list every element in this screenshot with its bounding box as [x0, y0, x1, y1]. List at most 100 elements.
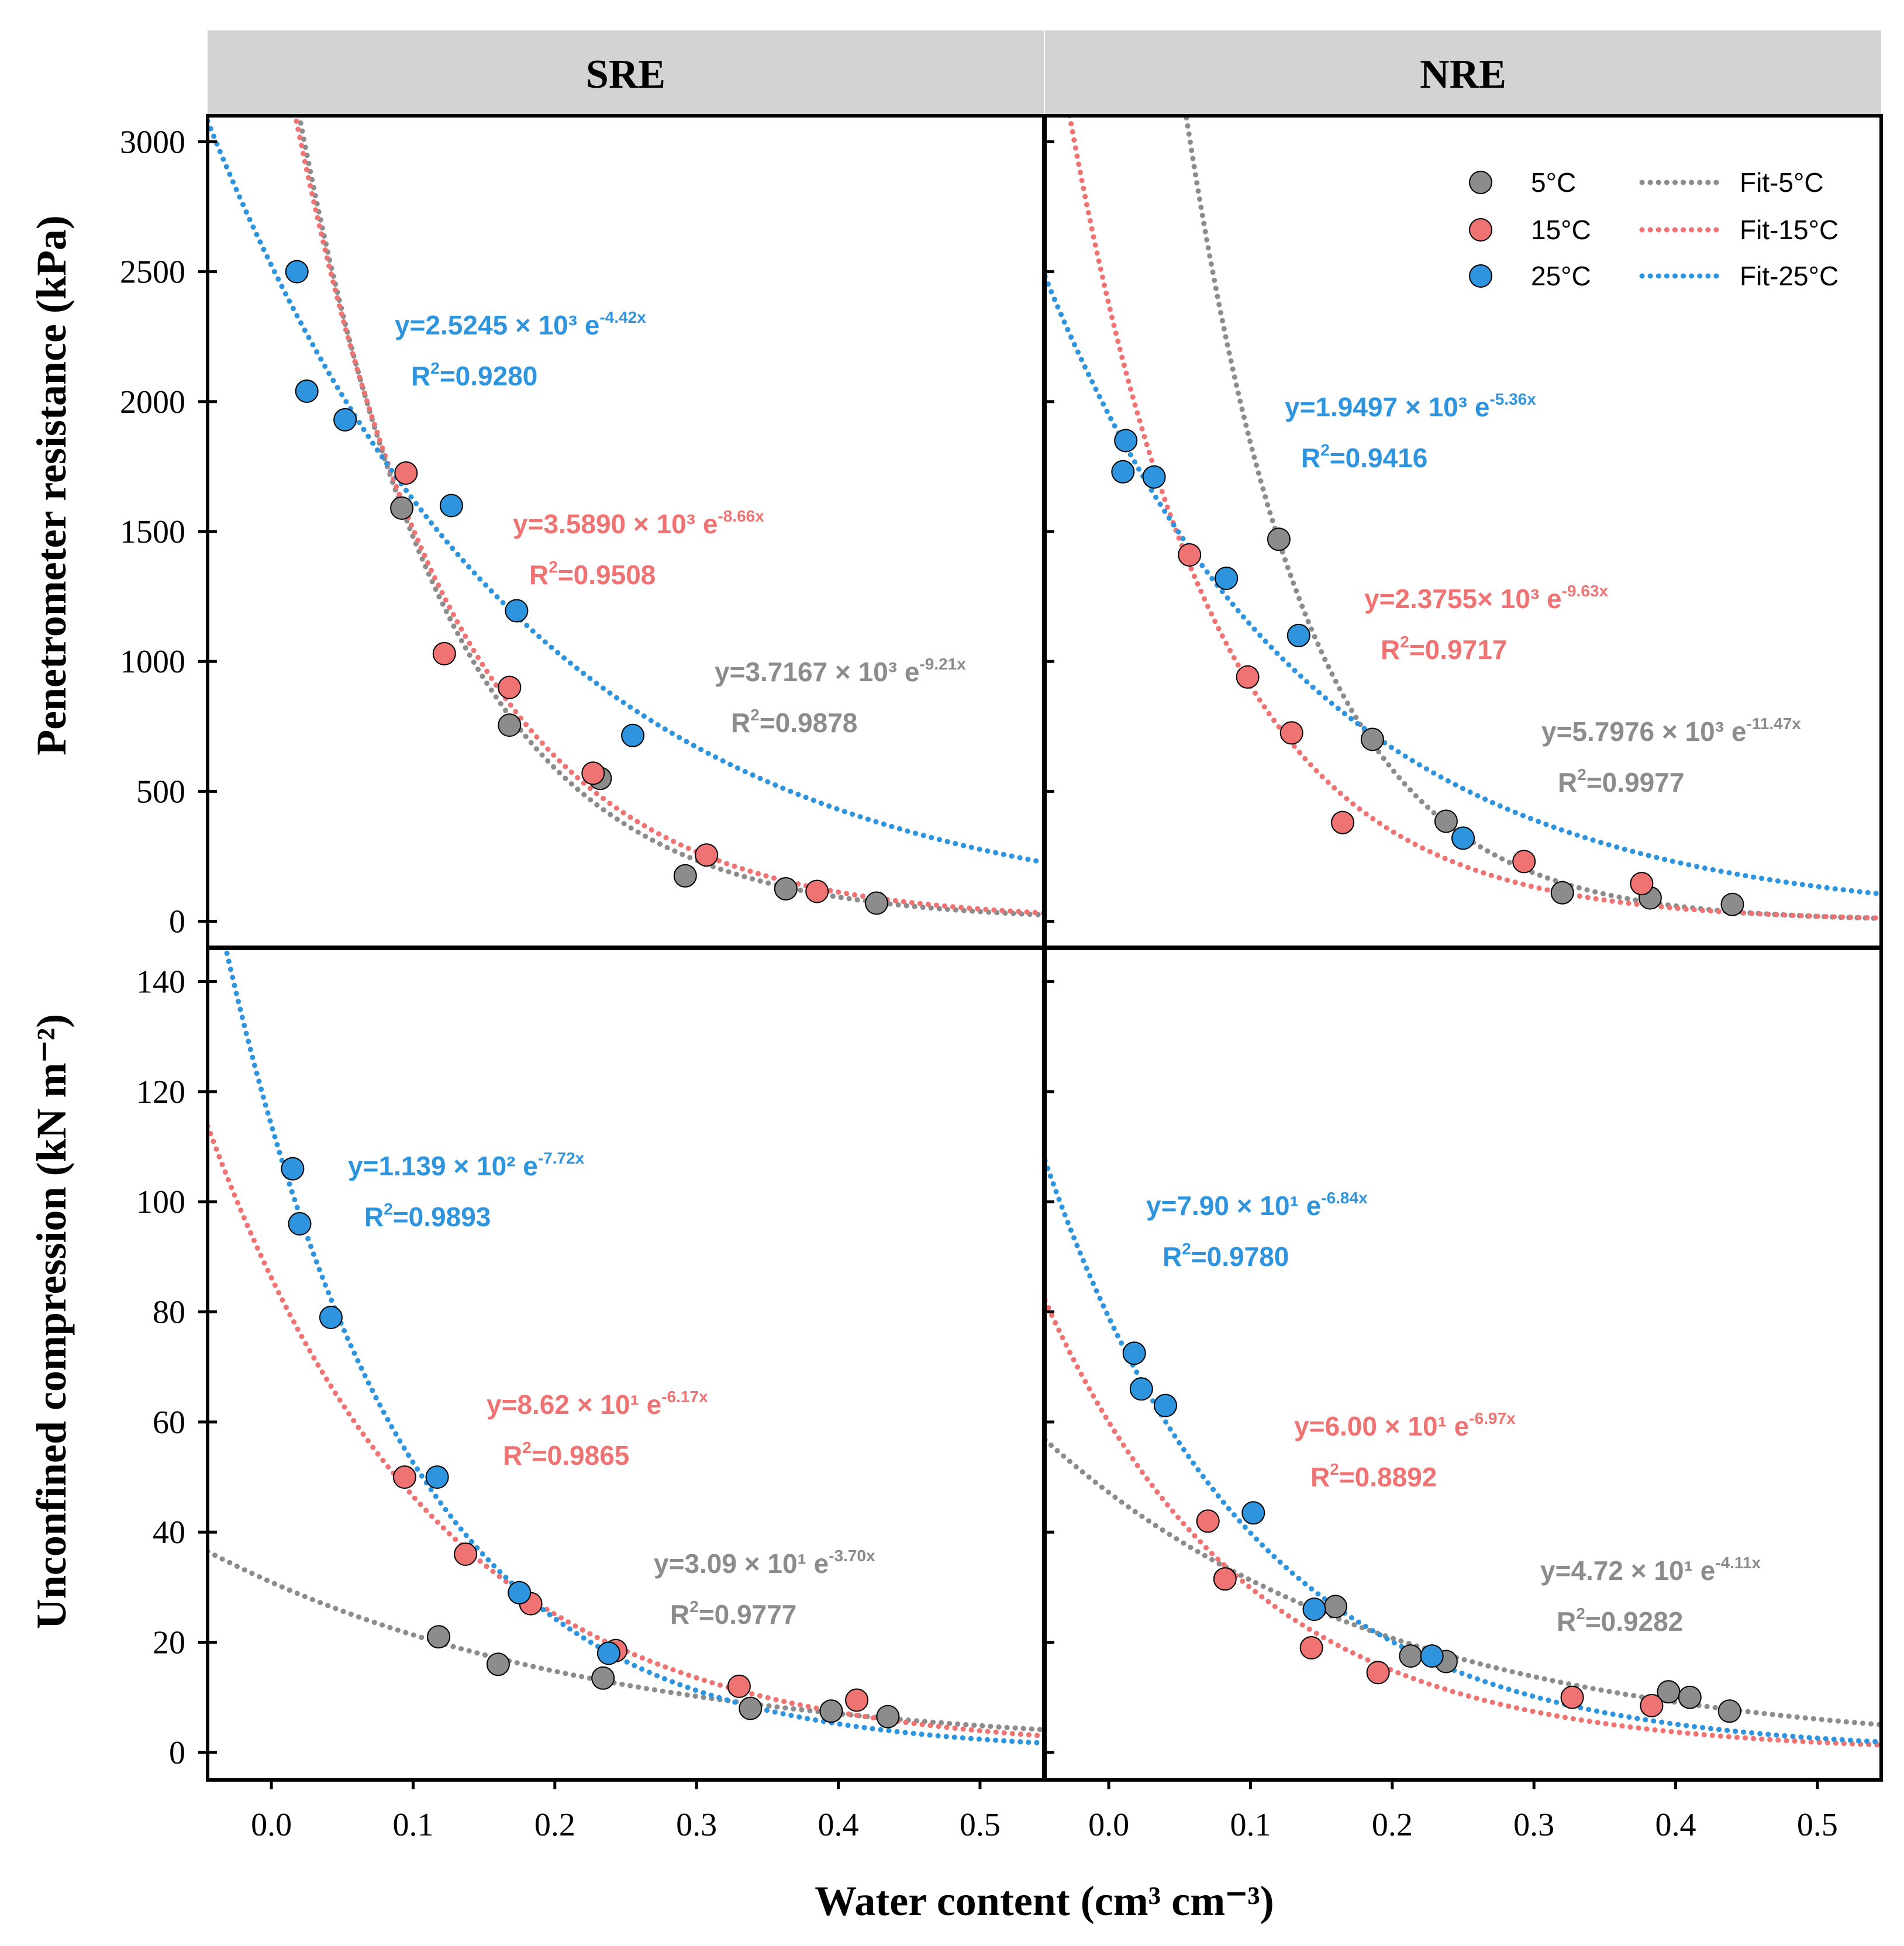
point-nre-r1-5c-0 — [1323, 1595, 1347, 1619]
point-sre-r0-25c-3 — [439, 494, 463, 517]
point-sre-r1-5c-0 — [427, 1625, 451, 1649]
point-sre-r1-15c-0 — [392, 1465, 416, 1489]
r2-nre-r0-5c: R2=0.9977 — [1558, 765, 1684, 798]
point-sre-r1-15c-4 — [727, 1674, 751, 1698]
point-nre-r0-5c-1 — [1360, 727, 1384, 751]
point-sre-r1-25c-1 — [288, 1212, 312, 1236]
r2-sre-r0-25c: R2=0.9280 — [411, 359, 537, 391]
r2-nre-r1-15c: R2=0.8892 — [1310, 1460, 1437, 1492]
x-tick-label-nre-r1-2: 0.2 — [1372, 1807, 1413, 1843]
x-tick-label-sre-r1-2: 0.2 — [534, 1807, 575, 1843]
r2-sre-r0-15c: R2=0.9508 — [529, 558, 656, 590]
fit-curve-nre-r1-25c — [1045, 1158, 1881, 1745]
r2-nre-r1-5c: R2=0.9282 — [1557, 1605, 1683, 1637]
y-tick-label-sre-r1-3: 60 — [153, 1405, 185, 1441]
point-nre-r0-5c-3 — [1550, 881, 1574, 905]
point-sre-r0-15c-3 — [581, 761, 605, 785]
point-nre-r1-15c-1 — [1213, 1567, 1237, 1591]
y-axis-title-top: Penetrometer resistance (kPa) — [28, 215, 75, 755]
point-sre-r0-15c-2 — [498, 675, 522, 699]
x-axis-title: Water content (cm³ cm⁻³) — [815, 1878, 1274, 1924]
x-tick-label-sre-r1-5: 0.5 — [960, 1807, 1001, 1843]
equation-sre-r1-25c: y=1.139 × 10² e-7.72x — [348, 1149, 585, 1181]
x-tick-label-nre-r1-0: 0.0 — [1088, 1807, 1129, 1843]
x-tick-label-nre-r1-1: 0.1 — [1230, 1807, 1271, 1843]
equation-nre-r1-15c: y=6.00 × 10¹ e-6.97x — [1294, 1409, 1516, 1441]
y-tick-label-sre-r1-4: 80 — [153, 1295, 185, 1331]
point-sre-r1-25c-0 — [281, 1157, 305, 1181]
point-nre-r0-5c-2 — [1434, 809, 1458, 833]
fit-curve-nre-r0-5c — [1183, 116, 1881, 922]
equation-sre-r1-15c: y=8.62 × 10¹ e-6.17x — [487, 1388, 708, 1420]
point-nre-r1-5c-5 — [1717, 1699, 1741, 1723]
point-nre-r1-25c-3 — [1241, 1501, 1265, 1525]
point-sre-r0-15c-0 — [394, 461, 418, 485]
point-nre-r0-25c-1 — [1111, 460, 1135, 484]
x-tick-label-sre-r1-1: 0.1 — [392, 1807, 433, 1843]
y-tick-label-sre-r0-1: 500 — [136, 774, 185, 810]
legend-marker-15c — [1469, 218, 1492, 241]
point-sre-r1-5c-1 — [486, 1652, 510, 1676]
x-tick-label-nre-r1-5: 0.5 — [1797, 1807, 1838, 1843]
r2-nre-r0-15c: R2=0.9717 — [1381, 633, 1507, 665]
point-sre-r0-25c-5 — [621, 723, 645, 747]
point-nre-r0-25c-4 — [1286, 623, 1310, 647]
fit-curve-nre-r1-5c — [1045, 1437, 1881, 1728]
strip-sre-background — [208, 30, 1044, 115]
point-sre-r0-15c-1 — [432, 641, 456, 665]
point-nre-r0-15c-0 — [1178, 543, 1202, 567]
fit-curve-sre-r1-5c — [208, 1548, 1044, 1733]
point-sre-r1-15c-5 — [845, 1688, 869, 1712]
point-nre-r1-5c-4 — [1678, 1685, 1702, 1709]
fit-curve-nre-r0-15c — [1067, 116, 1881, 921]
legend-label-25c: 25°C — [1531, 261, 1591, 291]
x-tick-label-sre-r1-3: 0.3 — [676, 1807, 717, 1843]
point-nre-r0-25c-0 — [1114, 429, 1138, 453]
y-tick-label-sre-r0-3: 1500 — [120, 514, 185, 550]
point-nre-r1-15c-0 — [1196, 1509, 1220, 1533]
point-sre-r0-5c-0 — [390, 496, 414, 520]
equation-sre-r0-15c: y=3.5890 × 10³ e-8.66x — [513, 507, 764, 539]
point-sre-r0-25c-4 — [505, 599, 529, 623]
point-nre-r0-25c-3 — [1215, 567, 1239, 590]
equation-nre-r1-5c: y=4.72 × 10¹ e-4.11x — [1540, 1554, 1761, 1586]
fit-curve-nre-r1-15c — [1045, 1298, 1881, 1748]
legend-label-15c: 15°C — [1531, 215, 1591, 245]
equation-sre-r0-5c: y=3.7167 × 10³ e-9.21x — [715, 655, 966, 687]
point-sre-r0-25c-1 — [295, 379, 319, 403]
panel-frame-nre-r1 — [1043, 947, 1883, 1782]
strip-label-sre: SRE — [586, 52, 665, 97]
y-tick-label-sre-r1-0: 0 — [169, 1735, 185, 1771]
y-tick-label-sre-r1-2: 40 — [153, 1514, 185, 1551]
point-sre-r0-25c-0 — [285, 260, 309, 284]
panel-nre-r1: y=4.72 × 10¹ e-4.11x R2=0.9282 y=6.00 × 10… — [1043, 947, 1883, 1843]
y-tick-label-sre-r0-2: 1000 — [120, 644, 185, 680]
equation-nre-r0-25c: y=1.9497 × 10³ e-5.36x — [1285, 390, 1536, 422]
r2-sre-r0-5c: R2=0.9878 — [731, 706, 857, 738]
fit-curve-sre-r0-5c — [296, 116, 1044, 918]
legend-fit-label-15c: Fit-15°C — [1740, 215, 1839, 245]
legend: 5°C 15°C 25°C Fit-5°C Fit-15°C Fit-25°C — [1469, 167, 1839, 291]
point-nre-r1-25c-1 — [1129, 1377, 1153, 1401]
point-nre-r1-25c-4 — [1302, 1597, 1326, 1621]
point-sre-r0-5c-5 — [865, 891, 888, 915]
fit-curve-sre-r0-25c — [208, 118, 1044, 865]
strip-nre-background — [1045, 30, 1881, 115]
point-nre-r0-15c-4 — [1512, 850, 1536, 874]
y-tick-label-sre-r0-6: 3000 — [120, 124, 185, 160]
r2-nre-r0-25c: R2=0.9416 — [1301, 441, 1427, 473]
y-tick-label-sre-r0-5: 2500 — [120, 254, 185, 291]
fit-curve-sre-r1-25c — [223, 948, 1044, 1746]
equation-sre-r1-5c: y=3.09 × 10¹ e-3.70x — [654, 1547, 875, 1579]
point-nre-r0-5c-0 — [1267, 527, 1291, 551]
point-nre-r1-5c-1 — [1399, 1644, 1423, 1668]
point-nre-r1-15c-3 — [1366, 1661, 1390, 1685]
equation-nre-r0-15c: y=2.3755× 10³ e-9.63x — [1364, 582, 1608, 614]
y-tick-label-sre-r0-4: 2000 — [120, 384, 185, 420]
point-sre-r1-5c-2 — [591, 1666, 615, 1690]
r2-sre-r1-15c: R2=0.9865 — [503, 1438, 629, 1471]
point-sre-r0-15c-5 — [805, 879, 829, 903]
point-sre-r0-25c-2 — [333, 408, 357, 432]
x-tick-label-sre-r1-4: 0.4 — [818, 1807, 859, 1843]
point-nre-r0-25c-5 — [1451, 826, 1475, 850]
